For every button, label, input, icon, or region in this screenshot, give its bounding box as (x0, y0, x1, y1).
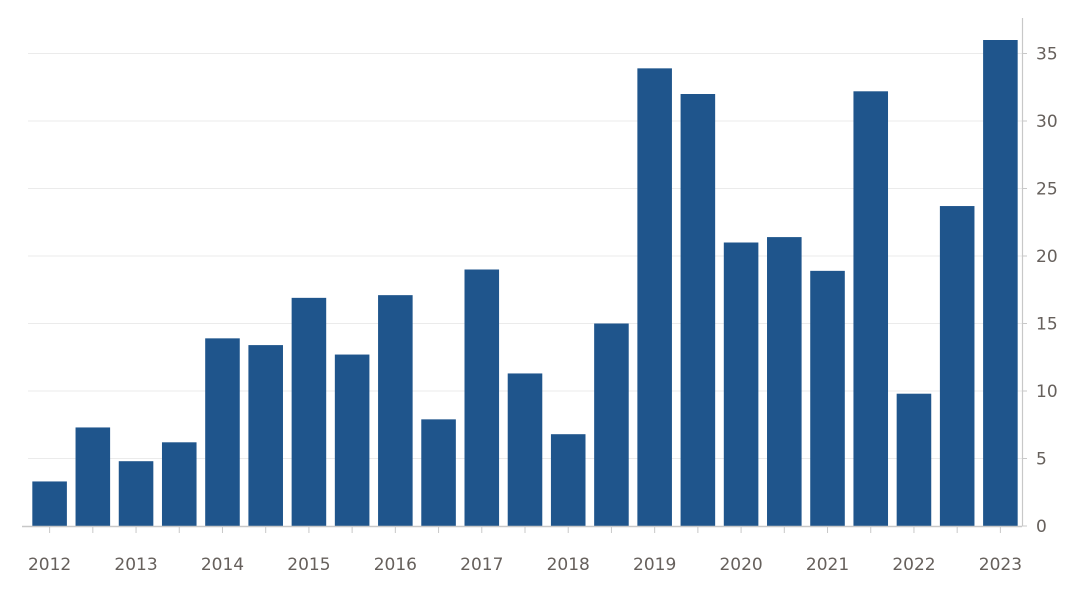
bar (248, 345, 283, 526)
bar (983, 40, 1018, 526)
bar (118, 461, 154, 526)
bar (896, 393, 932, 526)
bar (810, 270, 845, 526)
y-tick-label: 20 (1036, 247, 1058, 267)
bar (421, 419, 456, 526)
bar (334, 354, 370, 526)
bar (594, 323, 629, 526)
x-tick-label: 2013 (114, 555, 157, 575)
x-tick-label: 2020 (719, 555, 762, 575)
x-tick-label: 2021 (806, 555, 849, 575)
bar (939, 206, 975, 527)
bar (723, 242, 759, 526)
x-tick-label: 2017 (460, 555, 503, 575)
x-tick-label: 2014 (201, 555, 244, 575)
bar (680, 94, 716, 526)
gridlines (28, 53, 1022, 459)
x-tick-label: 2022 (892, 555, 935, 575)
y-tick-label: 25 (1036, 180, 1058, 200)
bar (378, 295, 413, 526)
bars (32, 40, 1018, 527)
bar (161, 442, 197, 526)
y-tick-label: 0 (1036, 517, 1047, 537)
bar (291, 297, 327, 526)
x-tick-label: 2023 (979, 555, 1022, 575)
bar (205, 338, 240, 526)
bar (767, 237, 802, 526)
x-tick-label: 2012 (28, 555, 71, 575)
x-tick-label: 2016 (374, 555, 417, 575)
y-tick-label: 10 (1036, 382, 1058, 402)
x-tick-label: 2015 (287, 555, 330, 575)
bar (550, 434, 586, 526)
bar (507, 373, 543, 526)
y-tick-label: 30 (1036, 112, 1058, 132)
x-axis: 2012 2013 2014 2015 2016 2017 2018 2019 2020 2021… (22, 525, 1022, 575)
x-tick-label: 2019 (633, 555, 676, 575)
y-tick-label: 5 (1036, 450, 1047, 470)
bar (853, 91, 889, 527)
bar (75, 427, 111, 526)
bar (637, 68, 672, 526)
y-tick-label: 35 (1036, 45, 1058, 65)
bar (464, 269, 500, 526)
y-tick-label: 15 (1036, 315, 1058, 335)
x-tick-label: 2018 (547, 555, 590, 575)
bar (32, 481, 67, 526)
y-axis: 0 5 10 15 20 25 30 35 (1021, 18, 1058, 537)
